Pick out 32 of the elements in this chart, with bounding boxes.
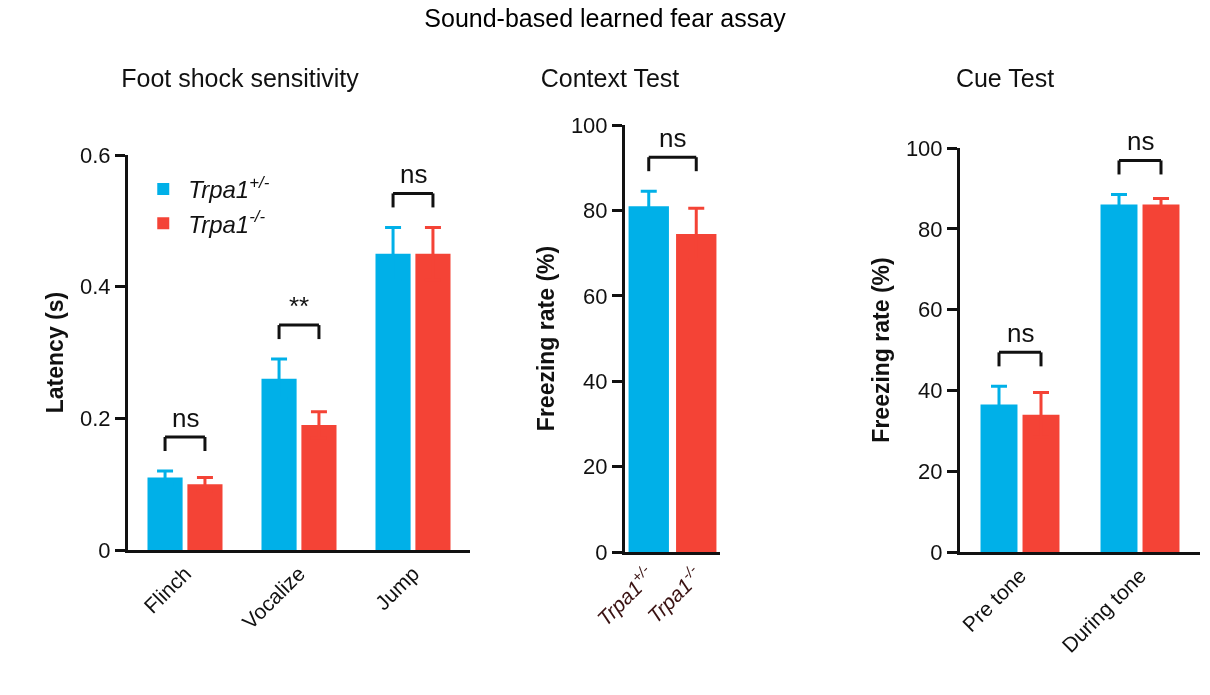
chart-title: Cue Test <box>955 63 1055 92</box>
y-tick-label: 20 <box>583 454 608 480</box>
y-tick-label: 0 <box>595 539 608 565</box>
annotation: ns <box>1127 126 1155 156</box>
y-tick-label: 60 <box>918 297 943 323</box>
annotation: ns <box>400 159 428 189</box>
y-tick-label: 60 <box>583 283 608 309</box>
text: Sound-based learned fear assay <box>423 4 787 33</box>
chart-title: Context Test <box>540 63 680 92</box>
y-axis-title: Freezing rate (%) <box>533 245 560 432</box>
legend-label: Trpa1$^{+/-}$ <box>188 173 270 204</box>
annotation: ns <box>172 403 200 433</box>
y-axis-title: Latency (s) <box>42 291 69 414</box>
chart-subtitle: Foot shock sensitivity <box>121 63 360 92</box>
y-tick-label: 80 <box>918 216 943 242</box>
y-tick-label: 80 <box>583 198 608 224</box>
legend-label: Trpa1$^{-/-}$ <box>188 207 266 238</box>
y-axis-title: Freezing rate (%) <box>868 257 895 443</box>
y-tick-label: 40 <box>918 378 943 404</box>
y-tick-label: 0.2 <box>80 406 111 432</box>
x-tick-label: Pre tone <box>957 563 1031 637</box>
y-tick-label: 100 <box>570 112 608 138</box>
y-tick-label: 100 <box>905 135 943 161</box>
y-tick-label: 0.4 <box>80 274 111 300</box>
y-tick-label: 40 <box>583 368 608 394</box>
y-tick-label: 0 <box>98 537 111 563</box>
y-tick-label: 0 <box>930 539 943 565</box>
annotation: ns <box>1007 318 1035 348</box>
annotation: ns <box>659 123 687 153</box>
y-tick-label: 20 <box>918 458 943 484</box>
y-tick-label: 0.6 <box>80 142 111 168</box>
annotation: ** <box>289 291 310 321</box>
